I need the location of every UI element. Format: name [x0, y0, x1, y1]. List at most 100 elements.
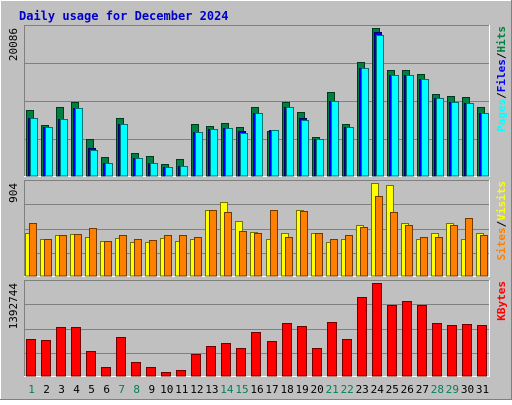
bar-pages-day-25: [391, 75, 399, 177]
day-label: 22: [341, 383, 354, 396]
panel-legend: KBytes: [495, 281, 508, 321]
bar-sites-day-7: [119, 235, 127, 277]
bar-kbytes-day-31: [477, 325, 487, 377]
bar-sites-day-2: [44, 239, 52, 277]
bar-pages-day-1: [30, 118, 38, 177]
bar-sites-day-1: [29, 223, 37, 277]
bar-sites-day-14: [224, 212, 232, 277]
bar-sites-day-5: [89, 228, 97, 277]
day-label: 16: [250, 383, 263, 396]
legend-files: Files: [495, 59, 508, 92]
day-label: 27: [416, 383, 429, 396]
bar-pages-day-18: [286, 107, 294, 177]
bar-pages-day-22: [346, 127, 354, 177]
legend-hits: Hits: [495, 26, 508, 53]
bar-pages-day-8: [135, 158, 143, 177]
bar-pages-day-27: [421, 79, 429, 177]
bar-kbytes-day-15: [236, 348, 246, 377]
bar-pages-day-21: [331, 101, 339, 177]
day-label: 25: [386, 383, 399, 396]
day-label: 18: [280, 383, 293, 396]
bar-kbytes-day-13: [206, 346, 216, 377]
bar-pages-day-15: [240, 133, 248, 177]
bar-sites-day-20: [315, 233, 323, 277]
bar-kbytes-day-12: [191, 354, 201, 377]
day-label: 21: [326, 383, 339, 396]
bar-kbytes-day-20: [312, 348, 322, 377]
bar-sites-day-31: [480, 235, 488, 277]
bar-pages-day-28: [436, 98, 444, 177]
bar-pages-day-2: [45, 127, 53, 177]
day-label: 13: [205, 383, 218, 396]
bar-kbytes-day-19: [297, 326, 307, 377]
bar-pages-day-24: [376, 35, 384, 177]
legend-separator: /: [495, 92, 508, 99]
bar-pages-day-19: [301, 120, 309, 177]
y-axis-max-label: 1392744: [7, 283, 20, 330]
bar-pages-day-7: [120, 124, 128, 177]
legend-visits: Visits: [495, 181, 508, 221]
bar-kbytes-day-29: [447, 325, 457, 377]
day-label: 29: [446, 383, 459, 396]
bar-pages-day-14: [225, 128, 233, 177]
day-label: 8: [133, 383, 140, 396]
bar-sites-day-8: [134, 239, 142, 277]
day-label: 19: [295, 383, 308, 396]
day-label: 9: [148, 383, 155, 396]
bar-pages-day-17: [271, 130, 279, 177]
bar-kbytes-day-26: [402, 301, 412, 377]
bar-sites-day-18: [285, 237, 293, 277]
bar-kbytes-day-9: [146, 367, 156, 377]
day-label: 23: [356, 383, 369, 396]
bar-pages-day-3: [60, 119, 68, 177]
bar-kbytes-day-14: [221, 343, 231, 377]
bar-sites-day-12: [194, 237, 202, 277]
bar-sites-day-10: [164, 235, 172, 277]
bar-kbytes-day-28: [432, 323, 442, 377]
bar-kbytes-day-17: [267, 341, 277, 377]
day-label: 6: [103, 383, 110, 396]
bar-sites-day-24: [375, 196, 383, 277]
bar-kbytes-day-1: [26, 339, 36, 377]
day-label: 4: [73, 383, 80, 396]
day-label: 15: [235, 383, 248, 396]
bar-kbytes-day-5: [86, 351, 96, 377]
bar-kbytes-day-23: [357, 297, 367, 377]
bar-pages-day-11: [180, 166, 188, 177]
bar-kbytes-day-30: [462, 324, 472, 377]
bar-pages-day-29: [451, 102, 459, 177]
day-label: 10: [160, 383, 173, 396]
bar-sites-day-21: [330, 239, 338, 277]
bar-kbytes-day-24: [372, 283, 382, 377]
bar-kbytes-day-27: [417, 305, 427, 377]
legend-sites: Sites: [495, 227, 508, 260]
bar-pages-day-4: [75, 108, 83, 177]
bar-kbytes-day-4: [71, 327, 81, 377]
day-label: 24: [371, 383, 385, 396]
bar-pages-day-16: [255, 113, 263, 177]
day-label: 3: [58, 383, 65, 396]
bar-kbytes-day-3: [56, 327, 66, 377]
day-label: 12: [190, 383, 203, 396]
day-label: 2: [43, 383, 50, 396]
y-axis-max-label: 904: [7, 183, 20, 203]
bar-sites-day-13: [209, 210, 217, 277]
bar-sites-day-3: [59, 235, 67, 277]
bar-kbytes-day-8: [131, 362, 141, 377]
bar-pages-day-13: [210, 129, 218, 177]
legend-pages: Pages: [495, 99, 508, 132]
day-label: 11: [175, 383, 188, 396]
y-axis-max-label: 20086: [7, 28, 20, 61]
bar-pages-day-12: [195, 132, 203, 177]
bar-kbytes-day-16: [251, 332, 261, 377]
bar-sites-day-11: [179, 235, 187, 277]
bar-sites-day-16: [254, 233, 262, 277]
bar-sites-day-29: [450, 225, 458, 277]
bar-pages-day-23: [361, 68, 369, 177]
day-label: 7: [118, 383, 125, 396]
bar-sites-day-28: [435, 237, 443, 277]
chart-panels: 20086Pages/Files/Hits904Sites/Visits1392…: [7, 25, 508, 377]
bar-kbytes-day-22: [342, 339, 352, 377]
